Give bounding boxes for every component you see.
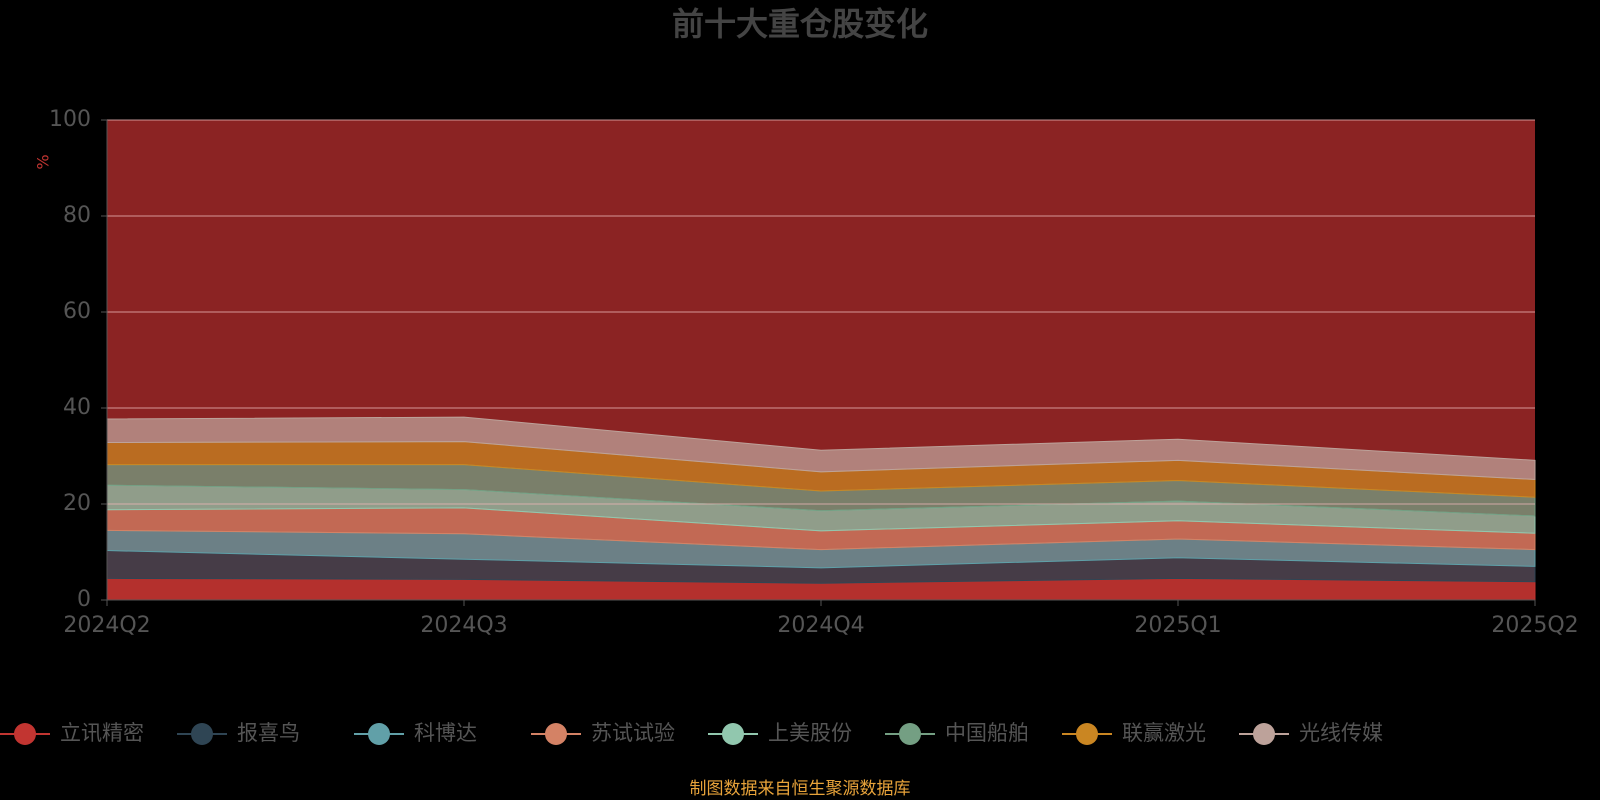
- y-tick-label: 100: [49, 107, 91, 132]
- x-tick-label: 2024Q2: [63, 613, 150, 638]
- y-axis-label: %: [34, 154, 53, 169]
- legend-marker: [191, 723, 213, 745]
- x-tick-label: 2025Q1: [1134, 613, 1221, 638]
- y-tick-label: 40: [63, 395, 91, 420]
- y-tick-label: 60: [63, 299, 91, 324]
- legend-label: 上美股份: [768, 721, 852, 745]
- legend-marker: [1076, 723, 1098, 745]
- legend-label: 苏试试验: [591, 721, 675, 745]
- legend-label: 报喜鸟: [237, 721, 300, 745]
- x-tick-label: 2024Q3: [420, 613, 507, 638]
- legend-label: 科博达: [414, 721, 477, 745]
- legend-marker: [368, 723, 390, 745]
- legend-marker: [722, 723, 744, 745]
- legend-marker: [899, 723, 921, 745]
- legend-marker: [545, 723, 567, 745]
- source-note: 制图数据来自恒生聚源数据库: [690, 779, 911, 799]
- x-tick-label: 2024Q4: [777, 613, 864, 638]
- chart-title: 前十大重仓股变化: [672, 5, 928, 43]
- y-tick-label: 80: [63, 203, 91, 228]
- x-tick-label: 2025Q2: [1491, 613, 1578, 638]
- area: [106, 416, 1536, 481]
- y-tick-label: 0: [77, 587, 91, 612]
- legend-marker: [14, 723, 36, 745]
- legend-label: 中国船舶: [945, 721, 1029, 745]
- y-tick-label: 20: [63, 491, 91, 516]
- legend-label: 光线传媒: [1299, 721, 1383, 745]
- legend-label: 联赢激光: [1122, 721, 1206, 745]
- legend-marker: [1253, 723, 1275, 745]
- legend-label: 立讯精密: [60, 721, 144, 745]
